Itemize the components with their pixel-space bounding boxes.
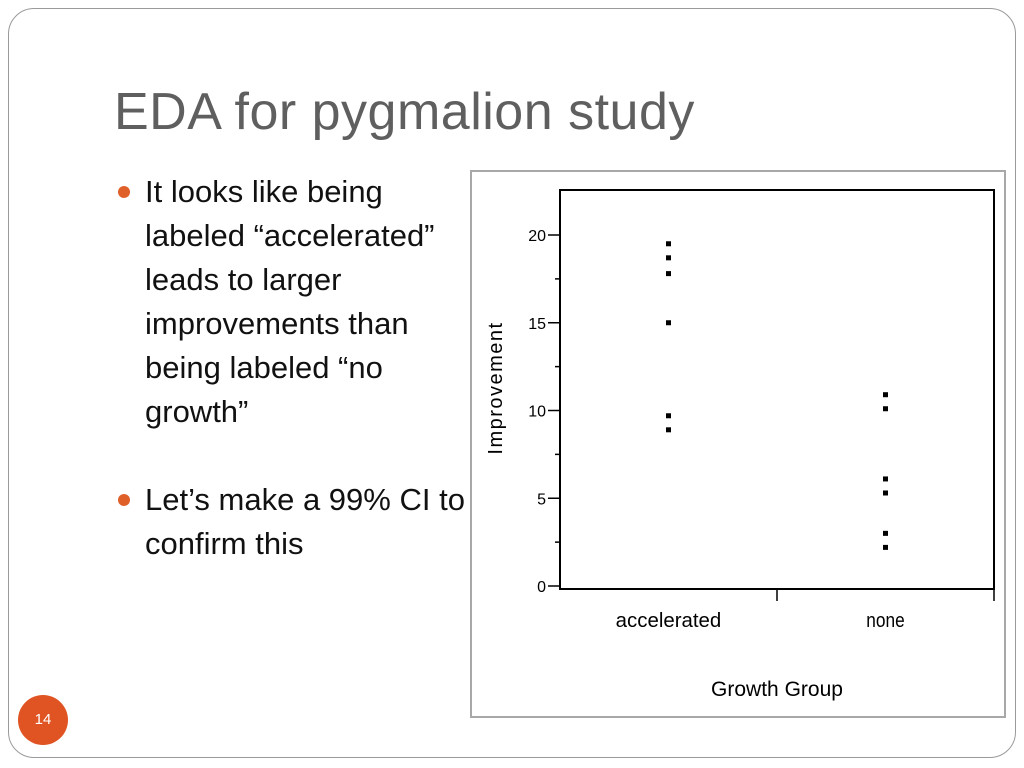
data-point: [883, 476, 888, 482]
page-number-badge: 14: [18, 695, 68, 745]
x-tick-label: accelerated: [616, 610, 722, 632]
bullet-text: It looks like being labeled “accelerated…: [145, 174, 435, 429]
y-axis-label: Improvement: [485, 321, 507, 454]
data-point: [666, 427, 671, 433]
bullet-item: Let’s make a 99% CI to confirm this: [118, 478, 468, 566]
scatter-chart: 0 5 10 15 20 accelerated none Growth Group Impro…: [485, 189, 995, 701]
data-point: [666, 320, 671, 326]
x-tick-label: none: [866, 610, 904, 632]
y-tick-label: 10: [528, 404, 546, 421]
bullet-dot-icon: [118, 494, 130, 506]
y-tick-label: 5: [537, 491, 546, 508]
data-point: [883, 406, 888, 412]
data-point: [883, 530, 888, 536]
data-point: [666, 271, 671, 277]
bullet-text: Let’s make a 99% CI to confirm this: [145, 482, 465, 561]
data-point: [883, 392, 888, 398]
x-axis-label: Growth Group: [711, 678, 843, 701]
data-point: [883, 544, 888, 550]
data-point: [883, 490, 888, 496]
bullet-item: It looks like being labeled “accelerated…: [118, 170, 468, 434]
slide-title: EDA for pygmalion study: [114, 83, 695, 141]
plot-frame: [559, 189, 995, 590]
y-tick-label: 20: [528, 228, 546, 245]
y-tick-label: 15: [528, 316, 546, 333]
data-point: [666, 255, 671, 261]
bullet-dot-icon: [118, 186, 130, 198]
chart-container: 0 5 10 15 20 accelerated none Growth Group Impro…: [470, 170, 1006, 718]
slide-frame: [8, 8, 1016, 758]
y-tick-label: 0: [537, 579, 546, 596]
data-point: [666, 241, 671, 247]
bullet-list: It looks like being labeled “accelerated…: [118, 170, 468, 566]
data-point: [666, 413, 671, 419]
